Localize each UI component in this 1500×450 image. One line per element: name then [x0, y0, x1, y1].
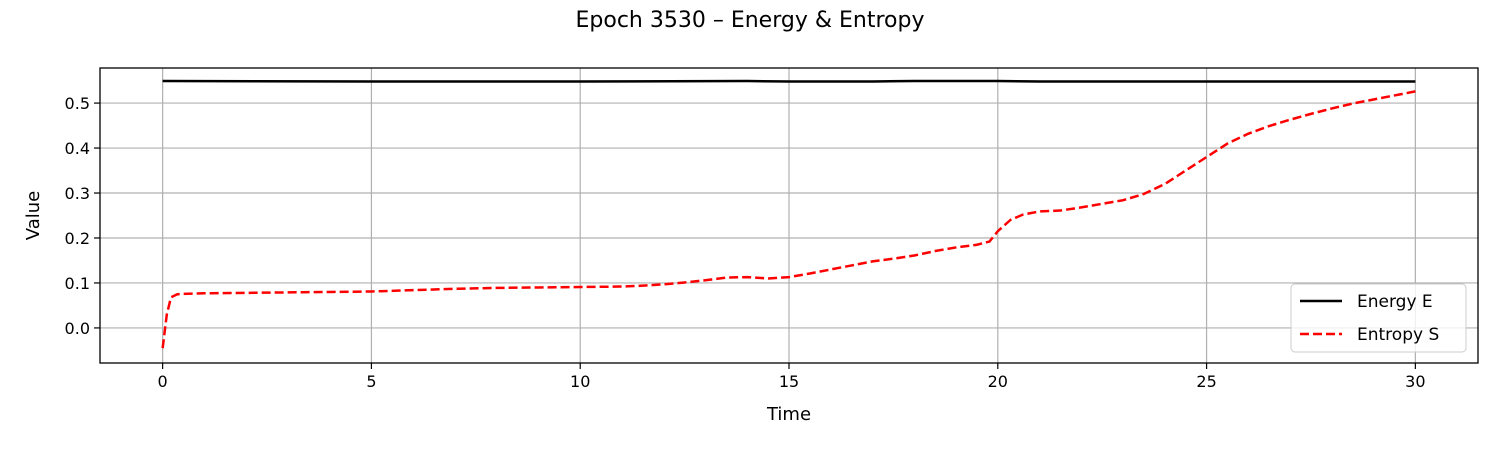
y-tick-label: 0.3 — [65, 184, 90, 203]
legend-label-entropy: Entropy S — [1357, 325, 1439, 345]
x-axis-label: Time — [766, 404, 811, 425]
grid — [100, 68, 1478, 363]
y-tick-label: 0.1 — [65, 274, 90, 293]
x-tick-label: 15 — [779, 372, 799, 391]
x-tick-label: 25 — [1196, 372, 1216, 391]
y-tick-label: 0.2 — [65, 229, 90, 248]
x-tick-label: 10 — [570, 372, 590, 391]
x-tick-label: 5 — [366, 372, 376, 391]
x-tick-label: 20 — [988, 372, 1008, 391]
x-tick-label: 30 — [1405, 372, 1425, 391]
series-line-entropy-s — [161, 90, 1416, 349]
y-tick-label: 0.5 — [65, 94, 90, 113]
y-tick-label: 0.0 — [65, 319, 90, 338]
chart-title: Epoch 3530 – Energy & Entropy — [576, 8, 925, 33]
series-layer — [161, 79, 1416, 349]
x-tick-label: 0 — [158, 372, 168, 391]
legend-label-energy: Energy E — [1357, 292, 1433, 312]
ticks: 0 5 10 15 20 25 30 0.0 0.1 0.2 0.3 0.4 0.5 — [65, 94, 1426, 391]
legend: Energy E Entropy S — [1290, 283, 1467, 353]
y-tick-label: 0.4 — [65, 139, 90, 158]
y-axis-label: Value — [23, 191, 44, 240]
